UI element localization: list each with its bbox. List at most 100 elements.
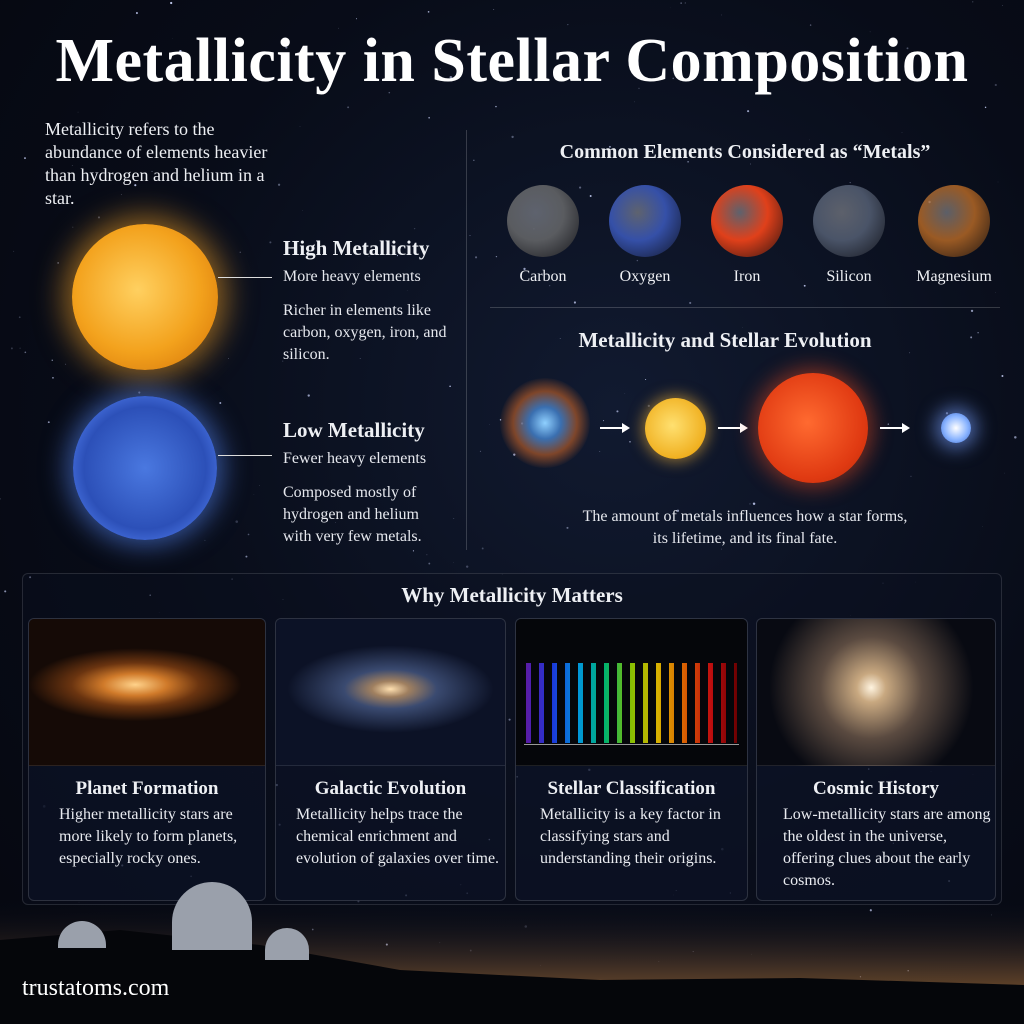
star-dot: [282, 360, 284, 362]
star-dot: [465, 565, 469, 568]
star-dot: [970, 336, 973, 339]
star-dot: [149, 594, 152, 597]
star-dot: [368, 256, 370, 258]
star-dot: [412, 550, 415, 552]
card-galactic-evolution: Galactic Evolution Metallicity helps tra…: [275, 618, 506, 901]
star-dot: [277, 183, 281, 186]
card-title: Galactic Evolution: [314, 778, 467, 799]
star-dot: [138, 391, 141, 394]
white-dwarf-icon: [941, 413, 971, 443]
star-dot: [672, 77, 674, 80]
star-dot: [1001, 375, 1004, 378]
caption-line: its lifetime, and its final fate.: [652, 530, 838, 547]
star-dot: [508, 718, 511, 721]
arrow-icon: [718, 423, 748, 433]
star-dot: [809, 24, 812, 26]
low-metallicity-star: [73, 396, 217, 540]
star-dot: [413, 227, 416, 230]
star-dot: [72, 226, 74, 228]
star-dot: [239, 251, 241, 253]
star-dot: [338, 27, 339, 29]
star-dot: [616, 410, 619, 413]
star-dot: [247, 533, 250, 536]
star-dot: [24, 351, 27, 354]
star-dot: [995, 292, 997, 293]
card-text: Higher metallicity stars are more likely…: [59, 806, 238, 867]
star-dot: [495, 256, 498, 258]
star-dot: [481, 547, 484, 550]
yellow-star-icon: [645, 398, 706, 459]
star-dot: [567, 24, 569, 26]
card-text: Low-metallicity stars are among the olde…: [783, 806, 991, 889]
star-dot: [887, 423, 889, 425]
star-dot: [906, 47, 909, 50]
card-text: Metallicity helps trace the chemical enr…: [296, 806, 500, 867]
star-dot: [453, 518, 455, 519]
star-dot: [809, 139, 810, 141]
low-subtitle: Fewer heavy elements: [283, 450, 427, 467]
star-dot: [749, 503, 751, 505]
why-heading: Why Metallicity Matters: [401, 583, 623, 607]
star-dot: [449, 385, 451, 388]
element-oxygen-sphere: [609, 185, 681, 257]
star-dot: [994, 83, 997, 87]
footer-site[interactable]: trustatoms.com: [22, 975, 170, 1001]
low-heading: Low Metallicity: [283, 418, 425, 442]
star-dot: [647, 404, 650, 408]
star-dot: [549, 285, 551, 287]
star-dot: [335, 522, 337, 523]
star-dot: [469, 235, 471, 236]
star-dot: [721, 14, 722, 16]
star-dot: [449, 75, 453, 79]
star-dot: [347, 106, 350, 109]
card-title: Planet Formation: [75, 778, 219, 799]
star-dot: [19, 347, 21, 349]
star-dot: [388, 91, 391, 94]
star-dot: [299, 126, 301, 127]
star-dot: [473, 159, 475, 162]
star-dot: [603, 420, 605, 422]
star-dot: [18, 316, 21, 319]
star-dot: [629, 441, 631, 443]
star-dot: [589, 195, 592, 198]
star-dot: [474, 256, 478, 259]
star-dot: [915, 581, 916, 583]
star-dot: [83, 146, 85, 148]
star-dot: [573, 301, 577, 304]
element-iron-sphere: [711, 185, 783, 257]
star-dot: [493, 9, 495, 10]
star-dot: [355, 18, 357, 20]
spectrum-axis: [524, 744, 739, 745]
star-dot: [624, 393, 626, 394]
star-dot: [135, 12, 138, 15]
star-dot: [65, 363, 67, 365]
element-label: Silicon: [826, 268, 872, 285]
connector-line: [218, 277, 272, 278]
horizontal-divider: [490, 307, 1000, 308]
star-dot: [426, 554, 428, 556]
star-dot: [634, 101, 635, 103]
star-dot: [495, 105, 497, 108]
star-dot: [396, 255, 398, 257]
star-dot: [4, 590, 7, 593]
star-dot: [997, 181, 999, 183]
star-dot: [599, 451, 601, 453]
star-dot: [120, 194, 122, 196]
card-title: Cosmic History: [812, 778, 940, 799]
high-metallicity-star: [72, 224, 218, 370]
star-dot: [569, 580, 571, 582]
star-dot: [151, 170, 153, 172]
card-stellar-classification: Stellar Classification Metallicity is a …: [515, 618, 748, 901]
star-dot: [245, 555, 248, 558]
star-dot: [680, 2, 682, 4]
star-dot: [909, 352, 911, 354]
star-dot: [566, 526, 569, 529]
arrow-icon: [600, 423, 630, 433]
star-dot: [231, 578, 233, 581]
star-dot: [750, 163, 751, 165]
star-dot: [645, 378, 647, 381]
star-dot: [1002, 4, 1003, 6]
star-dot: [689, 301, 692, 305]
star-dot: [282, 599, 284, 600]
element-magnesium-sphere: [918, 185, 990, 257]
